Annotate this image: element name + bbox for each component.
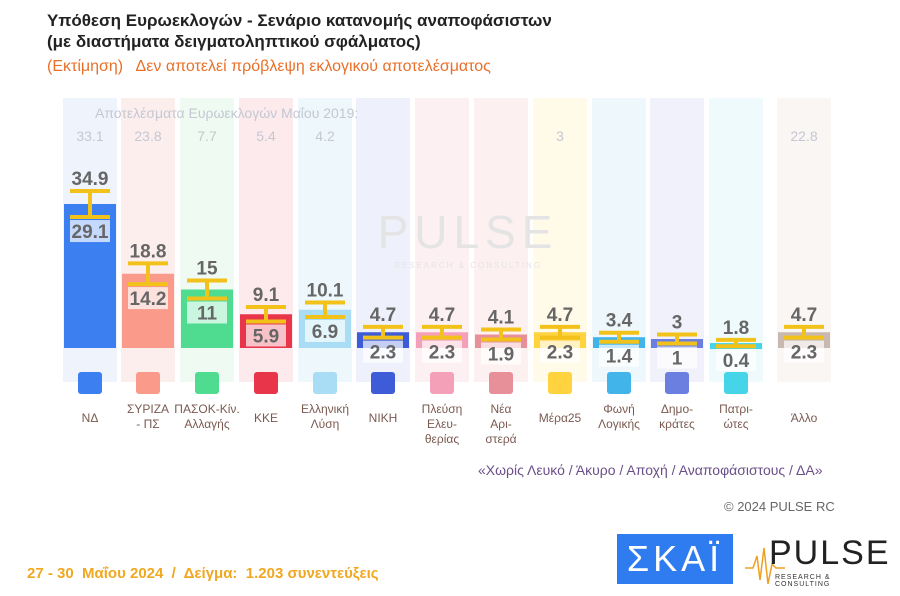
- foni-logikis-logo: [607, 372, 631, 394]
- high-value-label: 4.7: [429, 305, 455, 326]
- niki-logo: [371, 372, 395, 394]
- skai-logo: ΣΚΑΪ: [617, 534, 733, 584]
- high-value-label: 34.9: [72, 169, 109, 190]
- result-2019-label: 7.7: [197, 128, 217, 144]
- nd-logo: [78, 372, 102, 394]
- footnote: «Χωρίς Λευκό / Άκυρο / Αποχή / Αναποφάσι…: [478, 462, 823, 478]
- high-value-label: 1.8: [723, 318, 749, 339]
- category-label: Αλλαγής: [184, 417, 229, 431]
- category-label: Μέρα25: [539, 411, 582, 425]
- category-label: Αρι-: [490, 417, 512, 431]
- low-value-label: 14.2: [130, 289, 167, 310]
- high-value-label: 18.8: [130, 241, 167, 262]
- results-2019-caption: Αποτελέσματα Ευρωεκλογών Μαΐου 2019:: [95, 105, 358, 121]
- high-value-label: 9.1: [253, 285, 280, 306]
- category-label: Άλλο: [791, 411, 818, 425]
- result-2019-label: 33.1: [76, 128, 103, 144]
- high-value-label: 4.7: [370, 305, 396, 326]
- high-value-label: 4.1: [488, 308, 515, 329]
- result-2019-label: 23.8: [134, 128, 161, 144]
- high-value-label: 15: [196, 259, 218, 280]
- category-label: Φωνή: [603, 402, 635, 416]
- low-label-box: [187, 301, 227, 324]
- dimokrates-logo: [665, 372, 689, 394]
- elliniki-lysi-logo: [313, 372, 337, 394]
- high-value-label: 3: [672, 313, 683, 334]
- category-label: στερά: [485, 432, 516, 446]
- result-2019-label: 5.4: [256, 128, 276, 144]
- pulse-logo: PULSE RESEARCH & CONSULTING: [745, 534, 889, 588]
- result-2019-label: 22.8: [790, 128, 817, 144]
- subtitle: (Εκτίμηση) Δεν αποτελεί πρόβλεψη εκλογικ…: [47, 58, 491, 75]
- low-value-label: 2.3: [370, 343, 396, 364]
- low-label-box: [70, 220, 110, 243]
- copyright: © 2024 PULSE RC: [724, 499, 835, 514]
- low-value-label: 1.4: [606, 347, 633, 368]
- low-label-box: [305, 319, 345, 342]
- column-background: [709, 98, 763, 382]
- category-label: Ελληνική: [301, 402, 349, 416]
- pasok-logo: [195, 372, 219, 394]
- result-2019-label: 3: [556, 128, 564, 144]
- category-label: Πατρι-: [719, 402, 753, 416]
- plefsi-logo: [430, 372, 454, 394]
- low-label-box: [246, 324, 286, 347]
- category-label: θερίας: [425, 432, 459, 446]
- chart-title: Υπόθεση Ευρωεκλογών - Σενάριο κατανομής …: [47, 10, 552, 52]
- watermark-text: PULSE: [378, 206, 559, 258]
- date-sample: 27 - 30 Μαΐου 2024 / Δείγμα: 1.203 συνεν…: [27, 565, 379, 582]
- mera25-logo: [548, 372, 572, 394]
- low-value-label: 11: [197, 304, 218, 325]
- low-label-box: [128, 287, 168, 310]
- low-label-box: [422, 340, 462, 363]
- category-label: ΝΙΚΗ: [369, 411, 398, 425]
- low-label-box: [540, 340, 580, 363]
- high-value-label: 3.4: [606, 311, 633, 332]
- high-value-label: 10.1: [307, 281, 344, 302]
- category-label: Δημο-: [661, 402, 693, 416]
- category-label: Πλεύση: [422, 402, 463, 416]
- category-label: ΠΑΣΟΚ-Κίν.: [174, 402, 239, 416]
- low-value-label: 1.9: [488, 344, 514, 365]
- category-label: Λύση: [311, 417, 340, 431]
- nea-aristera-logo: [489, 372, 513, 394]
- syriza-logo: [136, 372, 160, 394]
- bar: [122, 273, 174, 348]
- category-label: κράτες: [659, 417, 695, 431]
- low-label-box: [599, 344, 639, 367]
- low-value-label: 6.9: [312, 322, 338, 343]
- low-value-label: 2.3: [547, 343, 573, 364]
- low-value-label: 1: [672, 349, 683, 370]
- title-line-2: (με διαστήματα δειγματοληπτικού σφάλματο…: [47, 32, 421, 51]
- kke-logo: [254, 372, 278, 394]
- low-value-label: 2.3: [791, 343, 817, 364]
- low-value-label: 0.4: [723, 351, 750, 372]
- high-value-label: 4.7: [547, 305, 573, 326]
- low-label-box: [481, 342, 521, 365]
- category-label: Ελευ-: [427, 417, 457, 431]
- low-value-label: 29.1: [72, 222, 109, 243]
- low-label-box: [716, 349, 756, 372]
- low-label-box: [657, 346, 697, 369]
- high-value-label: 4.7: [791, 305, 817, 326]
- category-label: ΝΔ: [82, 411, 99, 425]
- patriotes-logo: [724, 372, 748, 394]
- low-value-label: 2.3: [429, 343, 455, 364]
- category-label: Λογικής: [598, 417, 640, 431]
- pulse-wave-icon: [745, 547, 785, 585]
- category-label: - ΠΣ: [136, 417, 159, 431]
- bar-chart: PULSE RESEARCH & CONSULTING Αποτελέσματα Ε…: [63, 98, 831, 446]
- title-line-1: Υπόθεση Ευρωεκλογών - Σενάριο κατανομής …: [47, 11, 552, 30]
- watermark-subtext: RESEARCH & CONSULTING: [394, 261, 542, 270]
- result-2019-label: 4.2: [315, 128, 335, 144]
- category-label: Νέα: [491, 402, 512, 416]
- category-label: ΚΚΕ: [254, 411, 278, 425]
- low-label-box: [363, 340, 403, 363]
- category-label: ώτες: [723, 417, 748, 431]
- category-label: ΣΥΡΙΖΑ: [127, 402, 169, 416]
- low-label-box: [784, 340, 824, 363]
- low-value-label: 5.9: [253, 326, 279, 347]
